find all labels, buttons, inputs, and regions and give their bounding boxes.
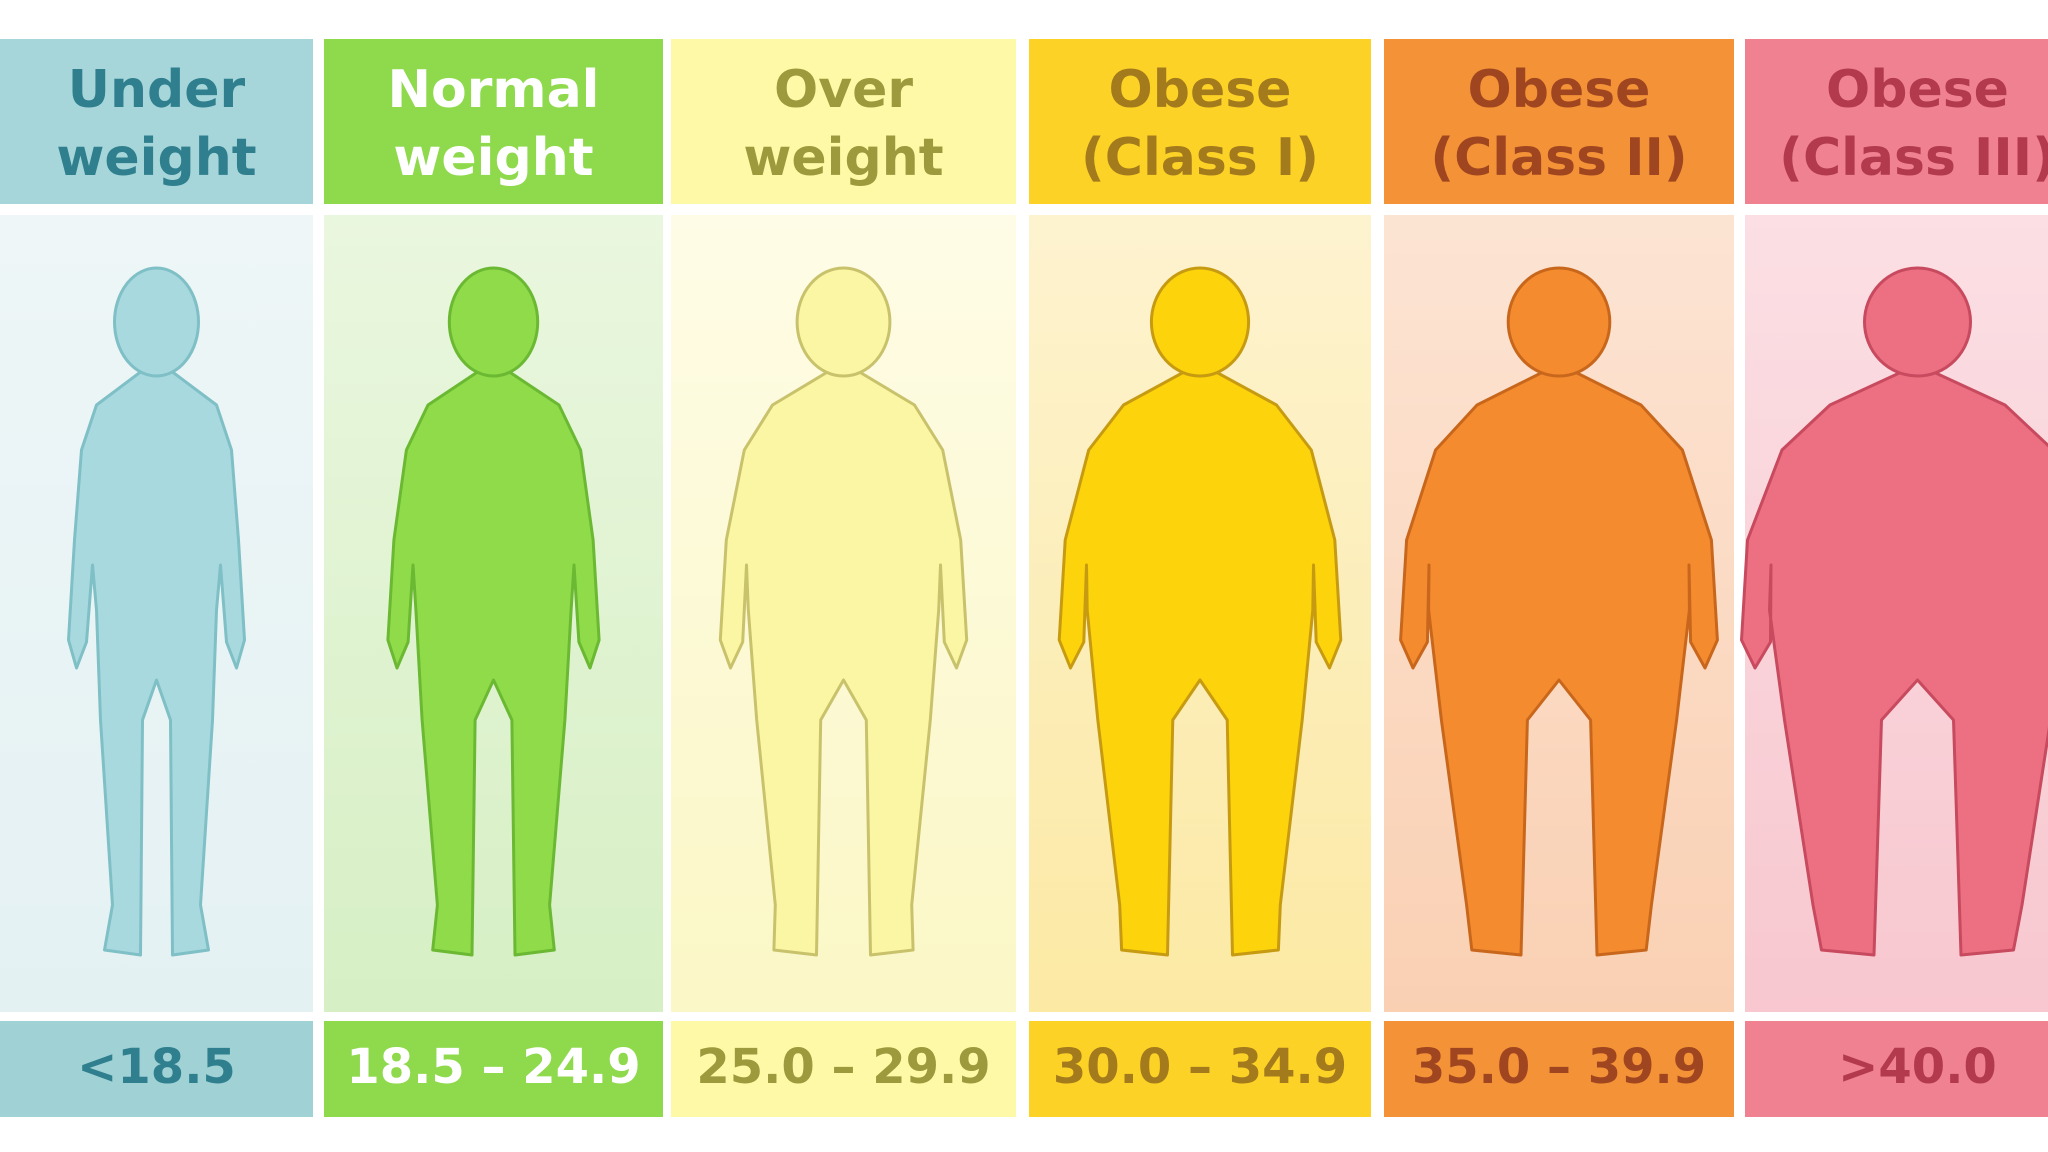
category-title: weight (743, 128, 943, 188)
range-box (0, 1021, 313, 1117)
range-box (1745, 1021, 2048, 1117)
category-title: Under (68, 60, 246, 120)
head-silhouette (447, 266, 540, 378)
category-title: Normal (388, 60, 600, 120)
header-box (1029, 39, 1371, 204)
range-box (1384, 1021, 1734, 1117)
category-title: Obese (1109, 60, 1292, 120)
bmi-range: 18.5 – 24.9 (346, 1039, 640, 1095)
category-title: Obese (1826, 60, 2009, 120)
category-title: (Class II) (1430, 128, 1687, 188)
range-box (671, 1021, 1016, 1117)
body-silhouette (718, 370, 969, 957)
bmi-range: <18.5 (77, 1039, 236, 1095)
body-silhouette (1057, 370, 1343, 957)
bmi-range: >40.0 (1838, 1039, 1997, 1095)
category-title: (Class I) (1081, 128, 1319, 188)
header-box (1384, 39, 1734, 204)
head-silhouette (795, 266, 892, 378)
category-title: Obese (1468, 60, 1651, 120)
body-silhouette (1399, 370, 1719, 957)
head-silhouette (113, 266, 200, 378)
bmi-range: 35.0 – 39.9 (1412, 1039, 1706, 1095)
category-title: weight (393, 128, 593, 188)
header-box (0, 39, 313, 204)
head-silhouette (1863, 266, 1972, 378)
header-box (324, 39, 663, 204)
category-title: (Class III) (1779, 128, 2048, 188)
range-box (1029, 1021, 1371, 1117)
category-title: Over (774, 60, 913, 120)
category-title: weight (56, 128, 256, 188)
head-silhouette (1506, 266, 1612, 378)
bmi-range: 25.0 – 29.9 (696, 1039, 990, 1095)
bmi-range: 30.0 – 34.9 (1053, 1039, 1347, 1095)
header-box (1745, 39, 2048, 204)
range-box (324, 1021, 663, 1117)
header-box (671, 39, 1016, 204)
body-silhouette (67, 370, 246, 957)
body-silhouette (1740, 370, 2048, 957)
body-silhouette (386, 370, 601, 957)
head-silhouette (1149, 266, 1251, 378)
